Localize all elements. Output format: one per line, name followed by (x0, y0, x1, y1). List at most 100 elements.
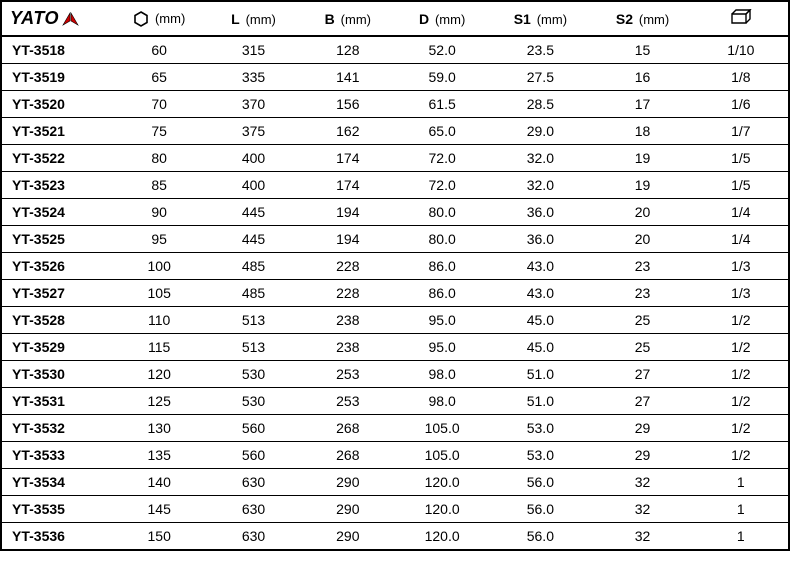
table-cell: 61.5 (395, 90, 489, 117)
col-header-hex-unit: (mm) (155, 11, 185, 26)
table-cell: 95 (112, 225, 206, 252)
table-cell: YT-3532 (2, 414, 112, 441)
table-cell: 15 (591, 36, 693, 63)
table-cell: YT-3518 (2, 36, 112, 63)
table-cell: 20 (591, 198, 693, 225)
table-cell: 51.0 (489, 360, 591, 387)
table-cell: 141 (301, 63, 395, 90)
table-cell: 1/3 (694, 252, 788, 279)
table-cell: 59.0 (395, 63, 489, 90)
table-cell: 485 (206, 252, 300, 279)
table-cell: 20 (591, 225, 693, 252)
brand-logo-cell: YATO (2, 2, 112, 36)
table-cell: YT-3531 (2, 387, 112, 414)
table-cell: 53.0 (489, 441, 591, 468)
col-header-S1-unit: (mm) (537, 12, 567, 27)
table-cell: 560 (206, 441, 300, 468)
table-cell: 253 (301, 387, 395, 414)
table-cell: 228 (301, 279, 395, 306)
table-cell: 60 (112, 36, 206, 63)
hex-icon (133, 11, 149, 27)
table-cell: 335 (206, 63, 300, 90)
table-cell: 95.0 (395, 333, 489, 360)
table-cell: 370 (206, 90, 300, 117)
table-cell: YT-3530 (2, 360, 112, 387)
brand-logo-icon (62, 11, 80, 27)
col-header-pack (694, 2, 788, 36)
table-cell: 32.0 (489, 171, 591, 198)
table-cell: 1/5 (694, 144, 788, 171)
table-cell: 630 (206, 495, 300, 522)
table-row: YT-35186031512852.023.5151/10 (2, 36, 788, 63)
table-cell: 75 (112, 117, 206, 144)
table-cell: YT-3528 (2, 306, 112, 333)
table-cell: 105.0 (395, 414, 489, 441)
table-cell: 65 (112, 63, 206, 90)
table-cell: 238 (301, 333, 395, 360)
table-cell: 51.0 (489, 387, 591, 414)
table-cell: 1/2 (694, 360, 788, 387)
table-row: YT-353012053025398.051.0271/2 (2, 360, 788, 387)
table-cell: 16 (591, 63, 693, 90)
col-header-B: B (mm) (301, 2, 395, 36)
col-header-hex: (mm) (112, 2, 206, 36)
table-cell: 1 (694, 522, 788, 549)
table-cell: 375 (206, 117, 300, 144)
col-header-S2-label: S2 (616, 11, 633, 27)
table-cell: 513 (206, 333, 300, 360)
table-cell: YT-3523 (2, 171, 112, 198)
table-cell: 56.0 (489, 495, 591, 522)
table-cell: 150 (112, 522, 206, 549)
table-cell: 95.0 (395, 306, 489, 333)
table-cell: 290 (301, 468, 395, 495)
table-cell: YT-3526 (2, 252, 112, 279)
table-cell: 72.0 (395, 144, 489, 171)
table-cell: 28.5 (489, 90, 591, 117)
table-cell: 56.0 (489, 468, 591, 495)
table-cell: 80 (112, 144, 206, 171)
table-cell: 1/10 (694, 36, 788, 63)
table-cell: 32 (591, 495, 693, 522)
table-row: YT-3532130560268105.053.0291/2 (2, 414, 788, 441)
table-cell: 98.0 (395, 387, 489, 414)
brand-logo: YATO (10, 8, 80, 29)
table-cell: 135 (112, 441, 206, 468)
table-cell: 228 (301, 252, 395, 279)
brand-logo-text: YATO (10, 8, 59, 29)
table-cell: 268 (301, 414, 395, 441)
table-cell: 1/3 (694, 279, 788, 306)
table-row: YT-3533135560268105.053.0291/2 (2, 441, 788, 468)
table-cell: 130 (112, 414, 206, 441)
table-cell: 70 (112, 90, 206, 117)
table-cell: 36.0 (489, 225, 591, 252)
table-cell: 253 (301, 360, 395, 387)
box-icon (730, 9, 752, 25)
table-cell: 80.0 (395, 198, 489, 225)
table-cell: 128 (301, 36, 395, 63)
table-cell: 18 (591, 117, 693, 144)
table-cell: 32.0 (489, 144, 591, 171)
table-cell: YT-3525 (2, 225, 112, 252)
table-cell: 1/6 (694, 90, 788, 117)
table-cell: 23 (591, 252, 693, 279)
table-row: YT-352710548522886.043.0231/3 (2, 279, 788, 306)
table-cell: 156 (301, 90, 395, 117)
table-cell: 100 (112, 252, 206, 279)
table-cell: 140 (112, 468, 206, 495)
table-row: YT-352911551323895.045.0251/2 (2, 333, 788, 360)
table-cell: 90 (112, 198, 206, 225)
table-cell: 194 (301, 198, 395, 225)
table-cell: 52.0 (395, 36, 489, 63)
table-cell: 1/2 (694, 414, 788, 441)
col-header-D: D (mm) (395, 2, 489, 36)
table-cell: 43.0 (489, 252, 591, 279)
table-cell: YT-3534 (2, 468, 112, 495)
table-cell: 315 (206, 36, 300, 63)
table-cell: YT-3520 (2, 90, 112, 117)
table-cell: 56.0 (489, 522, 591, 549)
table-cell: YT-3535 (2, 495, 112, 522)
table-cell: 1/7 (694, 117, 788, 144)
table-cell: 25 (591, 333, 693, 360)
table-cell: 145 (112, 495, 206, 522)
table-cell: 1/8 (694, 63, 788, 90)
